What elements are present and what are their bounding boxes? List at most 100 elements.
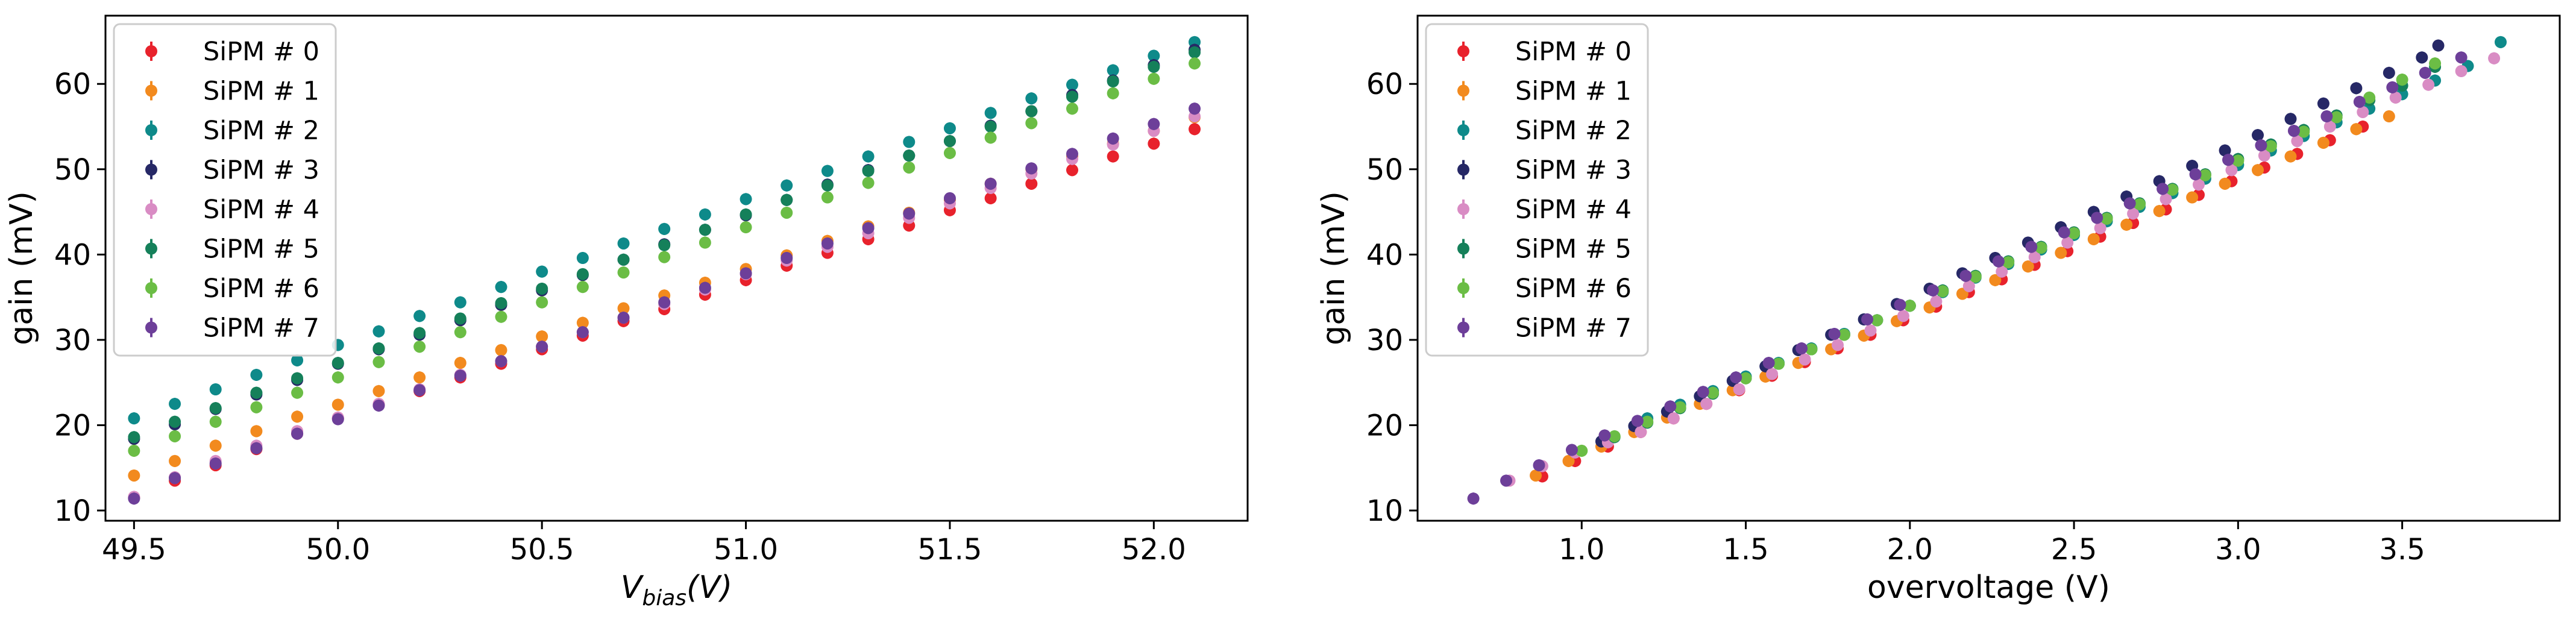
data-point (128, 469, 140, 482)
data-point (413, 341, 426, 353)
data-point (1148, 137, 1160, 150)
data-point (2455, 65, 2468, 78)
legend-marker (1457, 84, 1469, 97)
legend-label: SiPM # 3 (203, 156, 319, 186)
data-point (699, 208, 711, 221)
data-point (1674, 401, 1686, 413)
data-point (984, 107, 997, 119)
series-5 (128, 46, 1201, 444)
data-point (2055, 247, 2067, 259)
data-point (2287, 125, 2300, 137)
data-point (821, 237, 834, 250)
data-point (331, 413, 344, 426)
data-point (2422, 78, 2435, 91)
data-point (943, 122, 956, 134)
data-point (1871, 314, 1883, 327)
legend-label: SiPM # 4 (1515, 195, 1632, 225)
data-point (2258, 149, 2270, 162)
y-tick-label: 30 (1366, 324, 1403, 357)
data-point (1903, 300, 1916, 312)
legend-label: SiPM # 1 (1515, 77, 1632, 107)
legend-label: SiPM # 7 (203, 313, 319, 344)
data-point (454, 296, 467, 309)
data-point (169, 415, 181, 428)
y-tick-label: 40 (54, 238, 91, 272)
data-points (128, 36, 1201, 505)
data-point (209, 402, 222, 415)
data-point (2199, 169, 2211, 181)
data-point (2383, 110, 2395, 123)
data-point (2350, 82, 2363, 95)
data-point (2363, 91, 2376, 104)
data-point (2432, 39, 2445, 52)
legend-label: SiPM # 5 (1515, 234, 1632, 265)
data-point (209, 457, 222, 470)
data-point (291, 427, 304, 440)
data-point (495, 355, 507, 368)
legend-label: SiPM # 2 (203, 116, 319, 146)
data-point (495, 310, 507, 323)
legend-label: SiPM # 1 (203, 77, 319, 107)
legend-label: SiPM # 0 (1515, 37, 1632, 67)
data-point (2120, 218, 2133, 231)
data-point (454, 312, 467, 325)
data-point (1926, 284, 1939, 297)
data-point (2061, 236, 2074, 249)
data-point (2225, 164, 2238, 177)
legend-marker (145, 321, 157, 334)
data-point (1608, 430, 1621, 442)
data-point (1467, 492, 1480, 505)
data-point (2264, 140, 2277, 152)
series-6 (128, 57, 1201, 457)
data-point (1897, 310, 1909, 322)
legend-marker (145, 124, 157, 136)
plot-frame (104, 14, 1249, 522)
data-point (1530, 469, 1542, 482)
data-point (2284, 113, 2297, 125)
plot-frame (1416, 14, 2561, 522)
data-point (169, 454, 181, 467)
data-point (1805, 343, 1818, 356)
data-point (209, 439, 222, 452)
data-point (903, 161, 916, 174)
x-tick-label: 1.5 (1723, 533, 1768, 567)
data-point (2323, 121, 2336, 133)
data-point (2416, 51, 2428, 64)
data-point (1148, 49, 1160, 62)
data-point (943, 192, 956, 204)
legend-marker (1457, 242, 1469, 255)
y-tick-label: 50 (54, 153, 91, 187)
data-point (1707, 386, 1720, 399)
data-point (984, 121, 997, 133)
data-point (943, 135, 956, 148)
legend-label: SiPM # 7 (1515, 313, 1632, 344)
data-point (536, 282, 548, 295)
y-axis-ticks: 10 20 30 40 50 60 (54, 68, 105, 528)
data-point (1025, 117, 1038, 130)
data-point (2094, 222, 2106, 234)
data-point (250, 368, 263, 381)
data-point (1025, 105, 1038, 118)
data-point (1635, 426, 1647, 438)
data-point (250, 386, 263, 399)
data-point (2025, 240, 2038, 253)
data-point (372, 385, 385, 397)
data-point (617, 253, 630, 266)
data-point (1148, 118, 1160, 130)
data-point (2153, 205, 2166, 218)
x-axis-label-symbol: V (621, 570, 644, 606)
data-point (740, 221, 752, 234)
data-point (1066, 90, 1078, 103)
data-point (576, 326, 589, 339)
data-point (1066, 148, 1078, 160)
data-point (2389, 91, 2402, 104)
legend-label: SiPM # 0 (203, 37, 319, 67)
data-point (1066, 78, 1078, 91)
data-point (2350, 123, 2363, 136)
data-point (2232, 154, 2245, 167)
data-point (699, 281, 711, 294)
data-point (1500, 474, 1513, 487)
data-point (984, 177, 997, 190)
data-point (209, 415, 222, 428)
data-point (2123, 197, 2136, 210)
